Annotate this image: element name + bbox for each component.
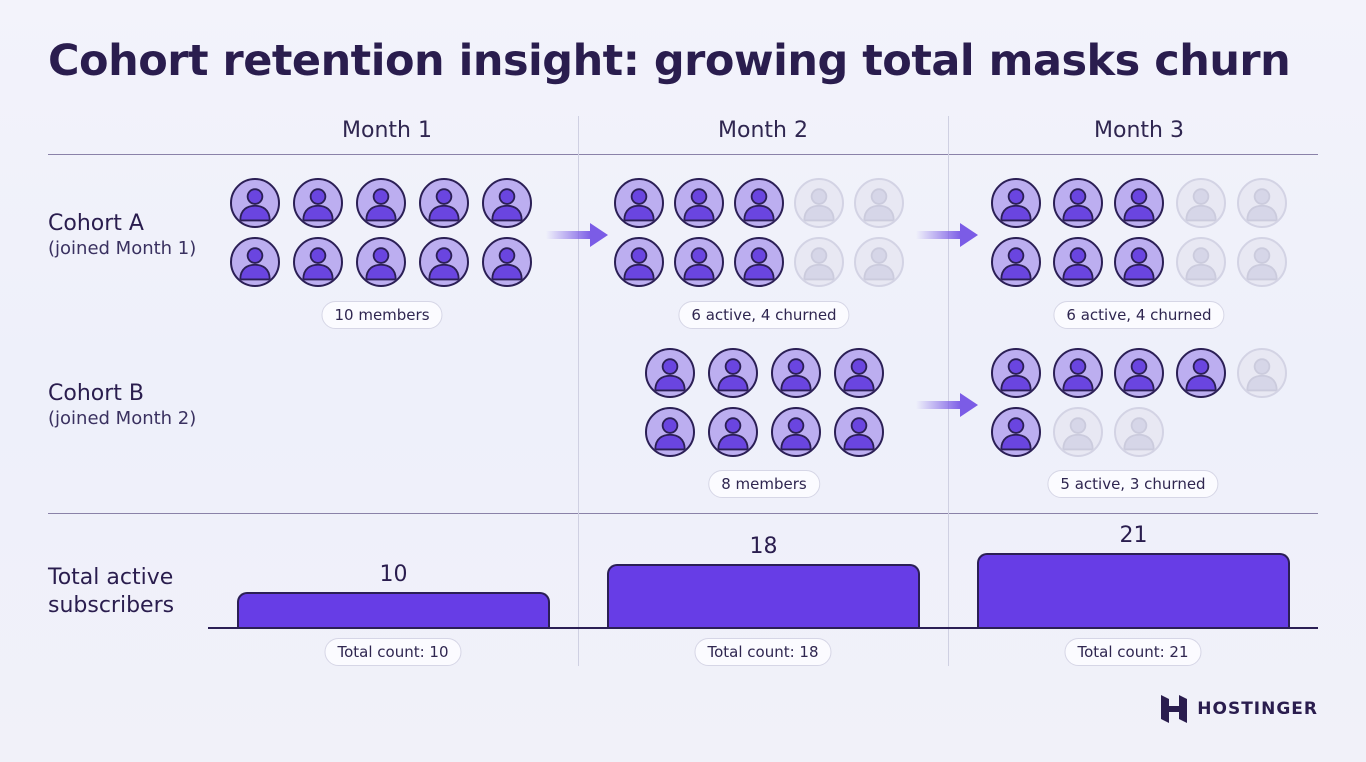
active-member-icon [482,237,532,287]
active-member-icon [771,407,821,457]
cohort-a-month-2-3-arrow-icon [916,223,978,247]
active-member-icon [1052,348,1103,398]
active-member-icon [614,237,664,287]
total-active-label: Total active subscribers [48,564,174,620]
total-count-month-1: Total count: 10 [324,638,462,666]
active-member-icon [230,178,280,228]
cohort-b-month-2-caption: 8 members [708,470,820,498]
total-value-month-1: 10 [379,562,408,587]
active-member-icon [645,348,695,398]
churned-member-icon [1052,407,1103,457]
active-member-icon [230,237,280,287]
hostinger-logo-icon [1161,695,1188,723]
total-value-month-2: 18 [749,534,778,559]
churned-member-icon [1175,237,1226,287]
churned-member-icon [1237,348,1287,398]
cohort-b-month-2-3-arrow-icon [916,393,978,417]
month-2-3-separator [948,116,949,666]
active-member-icon [674,178,724,228]
active-member-icon [1052,178,1103,228]
cohort-a-month-2-caption: 6 active, 4 churned [678,301,850,329]
active-member-icon [645,407,695,457]
active-member-icon [834,407,884,457]
page-title: Cohort retention insight: growing total … [48,36,1291,86]
bars-baseline [208,627,1318,629]
active-member-icon [991,407,1041,457]
active-member-icon [708,348,758,398]
month-3-header: Month 3 [1094,118,1184,143]
churned-member-icon [1237,178,1287,228]
active-member-icon [1114,348,1164,398]
active-member-icon [482,178,532,228]
month-2-header: Month 2 [718,118,808,143]
active-member-icon [991,348,1041,398]
cohort-a-month-1-2-arrow-icon [546,223,608,247]
total-count-month-3: Total count: 21 [1064,638,1202,666]
active-member-icon [614,178,664,228]
churned-member-icon [1175,178,1226,228]
cohort-a-name: Cohort A [48,211,144,236]
active-member-icon [419,237,469,287]
active-member-icon [734,178,784,228]
brand: HOSTINGER [1161,695,1318,723]
active-member-icon [1175,348,1226,398]
active-member-icon [293,237,343,287]
cohort-b-month-3-caption: 5 active, 3 churned [1047,470,1219,498]
cohort-a-month-1-caption: 10 members [321,301,443,329]
month-1-2-separator [578,116,579,666]
total-value-month-3: 21 [1119,523,1148,548]
churned-member-icon [794,237,844,287]
active-member-icon [674,237,724,287]
active-member-icon [991,178,1041,228]
churned-member-icon [854,178,904,228]
active-member-icon [734,237,784,287]
active-member-icon [419,178,469,228]
total-bar-month-2 [607,564,920,628]
cohort-a-month-3-caption: 6 active, 4 churned [1053,301,1225,329]
cohort-a-joined: (joined Month 1) [48,238,197,259]
churned-member-icon [1237,237,1287,287]
active-member-icon [356,178,406,228]
total-label-line-2: subscribers [48,593,175,618]
total-bar-month-1 [237,592,550,628]
active-member-icon [708,407,758,457]
active-member-icon [1114,178,1164,228]
cohort-b-label: Cohort B (joined Month 2) [48,380,196,429]
churned-member-icon [854,237,904,287]
cohort-b-joined: (joined Month 2) [48,408,197,429]
active-member-icon [1052,237,1103,287]
month-1-header: Month 1 [342,118,432,143]
active-member-icon [293,178,343,228]
total-bar-month-3 [977,553,1290,628]
header-divider [48,154,1318,155]
churned-member-icon [794,178,844,228]
active-member-icon [771,348,821,398]
active-member-icon [356,237,406,287]
active-member-icon [991,237,1041,287]
active-member-icon [834,348,884,398]
active-member-icon [1114,237,1164,287]
total-label-line-1: Total active [48,565,174,590]
totals-divider [48,513,1318,514]
cohort-b-name: Cohort B [48,381,144,406]
brand-name: HOSTINGER [1197,699,1318,719]
total-count-month-2: Total count: 18 [694,638,832,666]
churned-member-icon [1114,407,1164,457]
cohort-a-label: Cohort A (joined Month 1) [48,210,196,259]
